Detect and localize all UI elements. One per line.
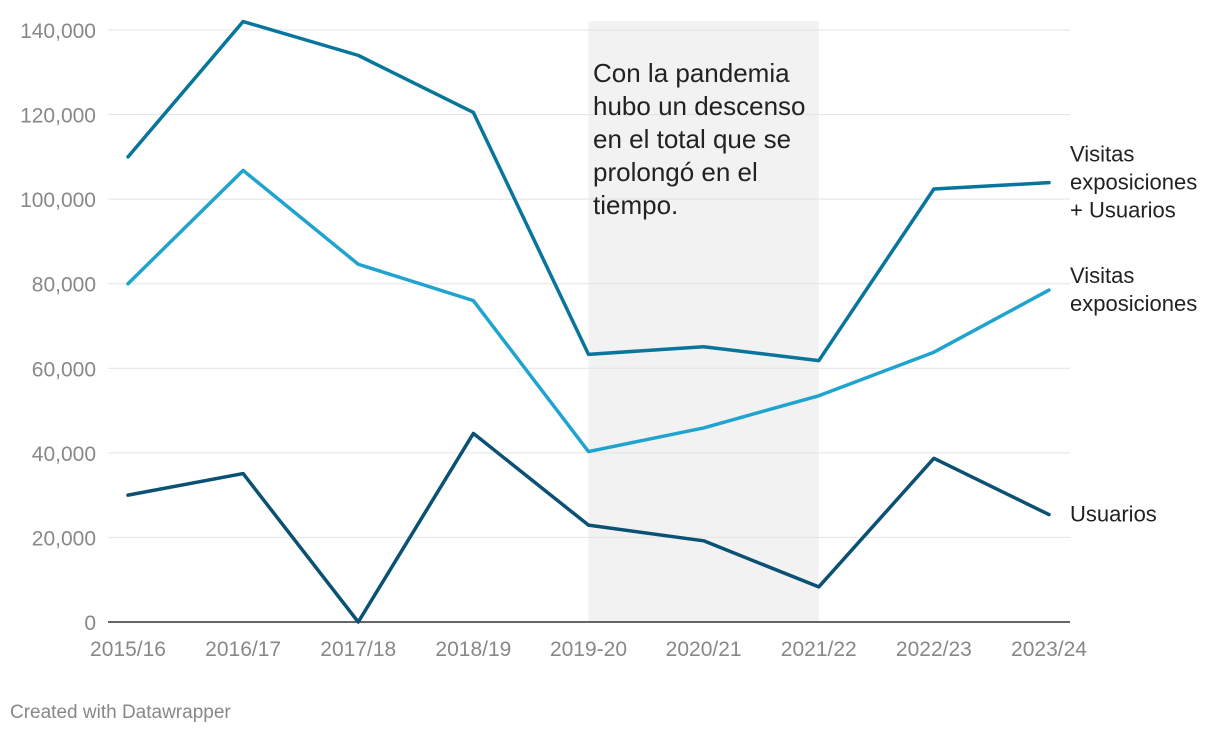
annotation-line: en el total que se [593, 124, 791, 154]
x-tick-label: 2017/18 [320, 638, 396, 661]
annotation-line: prolongó en el [593, 157, 758, 187]
series-label: Visitas exposiciones + Usuarios [1070, 142, 1197, 223]
y-tick-label: 0 [84, 612, 96, 635]
y-tick-label: 20,000 [32, 527, 96, 550]
annotation-text: Con la pandemia hubo un descenso en el tot… [593, 58, 806, 220]
y-tick-label: 140,000 [20, 20, 96, 43]
y-tick-label: 80,000 [32, 274, 96, 297]
x-tick-label: 2018/19 [435, 638, 511, 661]
annotation-line: Con la pandemia [593, 58, 790, 88]
series-label: Usuarios [1070, 502, 1157, 527]
series-label-line: Visitas [1070, 263, 1134, 288]
y-tick-label: 120,000 [20, 105, 96, 128]
footer-credit: Created with Datawrapper [10, 702, 231, 723]
x-tick-label: 2021/22 [781, 638, 857, 661]
y-tick-label: 100,000 [20, 189, 96, 212]
annotation-line: hubo un descenso [593, 91, 806, 121]
x-tick-label: 2019-20 [550, 638, 627, 661]
series-label-line: exposiciones [1070, 170, 1197, 195]
x-tick-label: 2016/17 [205, 638, 281, 661]
x-tick-label: 2020/21 [666, 638, 742, 661]
annotation-line: tiempo. [593, 190, 678, 220]
x-tick-label: 2023/24 [1011, 638, 1087, 661]
series-label-line: Visitas [1070, 142, 1134, 167]
highlight-band [588, 21, 819, 622]
y-tick-label: 40,000 [32, 443, 96, 466]
x-tick-label: 2022/23 [896, 638, 972, 661]
series-label: Visitas exposiciones [1070, 263, 1197, 316]
series-label-line: exposiciones [1070, 291, 1197, 316]
series-label-line: + Usuarios [1070, 198, 1176, 223]
series-label-line: Usuarios [1070, 502, 1157, 527]
x-tick-label: 2015/16 [90, 638, 166, 661]
y-tick-label: 60,000 [32, 358, 96, 381]
